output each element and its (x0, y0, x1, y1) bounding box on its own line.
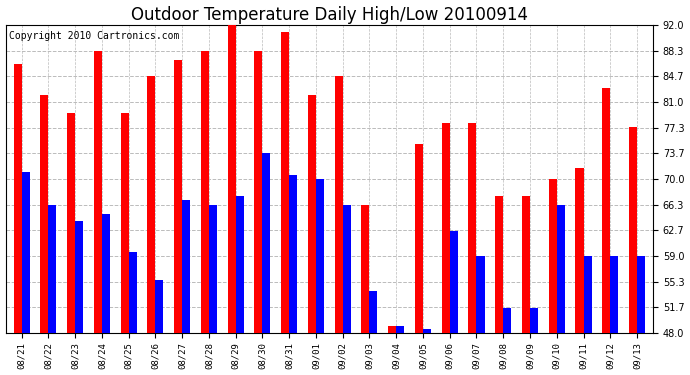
Bar (228, 25, 236, 333)
Bar (67, 112, 75, 333)
Bar (335, 76, 343, 333)
Bar (128, 252, 137, 333)
Bar (201, 51, 209, 333)
Bar (557, 205, 565, 333)
Bar (469, 123, 477, 333)
Bar (155, 280, 164, 333)
Bar (637, 256, 645, 333)
Bar (530, 308, 538, 333)
Bar (255, 51, 262, 333)
Bar (316, 179, 324, 333)
Bar (477, 256, 484, 333)
Bar (308, 95, 316, 333)
Bar (362, 205, 369, 333)
Bar (209, 205, 217, 333)
Bar (21, 172, 30, 333)
Bar (415, 144, 423, 333)
Bar (75, 221, 83, 333)
Bar (14, 64, 21, 333)
Bar (602, 88, 610, 333)
Bar (396, 326, 404, 333)
Bar (40, 95, 48, 333)
Bar (450, 231, 457, 333)
Text: Copyright 2010 Cartronics.com: Copyright 2010 Cartronics.com (9, 31, 179, 41)
Bar (610, 256, 618, 333)
Bar (289, 176, 297, 333)
Bar (343, 205, 351, 333)
Bar (262, 153, 270, 333)
Bar (48, 205, 57, 333)
Bar (174, 60, 182, 333)
Bar (94, 51, 102, 333)
Bar (148, 76, 155, 333)
Bar (522, 196, 530, 333)
Bar (549, 179, 557, 333)
Bar (495, 196, 503, 333)
Bar (182, 200, 190, 333)
Bar (629, 126, 637, 333)
Bar (102, 214, 110, 333)
Bar (423, 329, 431, 333)
Bar (503, 308, 511, 333)
Bar (575, 168, 584, 333)
Bar (236, 196, 244, 333)
Bar (369, 291, 377, 333)
Bar (121, 112, 128, 333)
Bar (281, 32, 289, 333)
Bar (388, 326, 396, 333)
Title: Outdoor Temperature Daily High/Low 20100914: Outdoor Temperature Daily High/Low 20100… (131, 6, 528, 24)
Bar (442, 123, 450, 333)
Bar (584, 256, 591, 333)
